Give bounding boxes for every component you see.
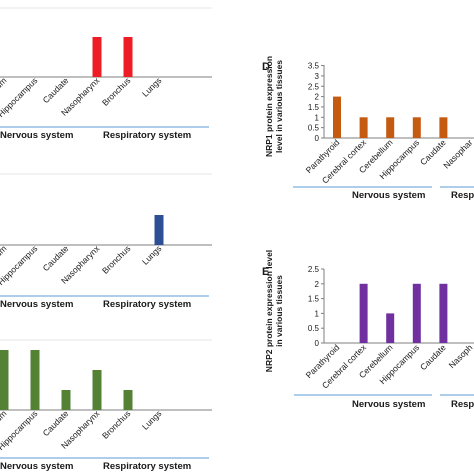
bar-d-1 xyxy=(359,117,368,138)
group-label: Respiratory system xyxy=(103,130,191,141)
y-tick-label: 2 xyxy=(315,93,320,102)
y-tick-label: 0.5 xyxy=(308,124,320,133)
bar-c-5 xyxy=(92,370,102,410)
y-tick-label: 3 xyxy=(315,72,320,81)
bar-d-4 xyxy=(439,117,448,138)
panel-letter: E xyxy=(262,266,269,278)
group-label: Respiratory system xyxy=(103,299,191,310)
bar-a-5 xyxy=(92,37,102,77)
bar-e-4 xyxy=(439,283,448,343)
bar-e-3 xyxy=(412,283,421,343)
y-tick-label: 1.5 xyxy=(308,295,320,304)
y-tick-label: 2.5 xyxy=(308,82,320,91)
group-label: Nervous system xyxy=(352,399,425,410)
bar-d-2 xyxy=(386,117,395,138)
bar-c-4 xyxy=(61,390,71,410)
y-axis-label-line: level in various tissues xyxy=(274,60,284,153)
y-axis-label-line: NRP2 protein expression level xyxy=(264,250,274,372)
y-tick-label: 0.5 xyxy=(308,324,320,333)
bar-c-6 xyxy=(123,390,133,410)
y-tick-label: 1 xyxy=(315,113,320,122)
y-axis-label-line: NRP1 protein expression xyxy=(264,56,274,157)
y-tick-label: 1 xyxy=(315,309,320,318)
group-label: Nervous system xyxy=(352,190,425,201)
bar-d-0 xyxy=(333,96,341,138)
y-axis-label-line: in various tissues xyxy=(274,275,284,347)
bar-c-2 xyxy=(0,350,9,410)
group-label: Resp xyxy=(451,190,474,201)
y-tick-label: 3.5 xyxy=(308,62,320,71)
y-tick-label: 1.5 xyxy=(308,103,320,112)
group-label: Resp xyxy=(451,399,474,410)
y-tick-label: 2 xyxy=(315,280,320,289)
group-label: Nervous system xyxy=(0,461,73,472)
group-label: Nervous system xyxy=(0,299,73,310)
bar-d-3 xyxy=(412,117,421,138)
group-label: Nervous system xyxy=(0,130,73,141)
y-tick-label: 0 xyxy=(315,339,320,348)
bar-a-6 xyxy=(123,37,133,77)
y-tick-label: 0 xyxy=(315,134,320,143)
panel-letter: D xyxy=(262,61,270,73)
bar-e-1 xyxy=(359,283,368,343)
bar-c-3 xyxy=(30,350,40,410)
bar-b-7 xyxy=(154,215,164,245)
bar-e-2 xyxy=(386,313,395,343)
y-tick-label: 2.5 xyxy=(308,265,320,274)
group-label: Respiratory system xyxy=(103,461,191,472)
